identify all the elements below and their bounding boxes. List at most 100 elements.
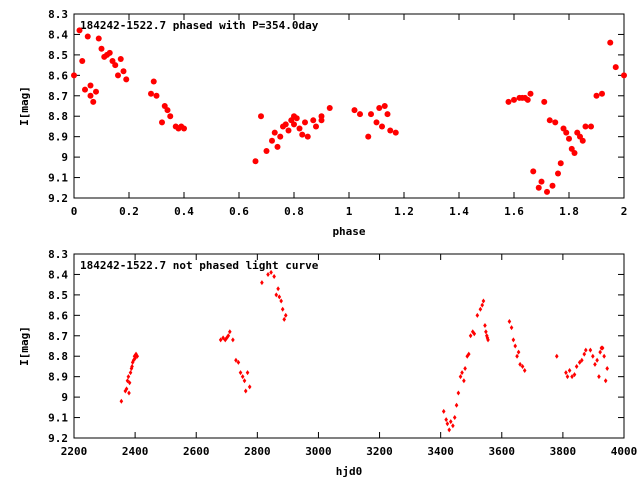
x-tick-label: 1.8 bbox=[559, 205, 579, 218]
data-point bbox=[384, 111, 391, 118]
data-point bbox=[462, 378, 466, 384]
data-point bbox=[120, 68, 127, 75]
data-point bbox=[509, 325, 514, 331]
data-point bbox=[274, 143, 281, 150]
data-point bbox=[128, 370, 133, 376]
data-point bbox=[368, 111, 374, 118]
x-tick-label: 0.2 bbox=[119, 205, 139, 218]
data-point bbox=[572, 372, 577, 378]
data-point bbox=[466, 351, 471, 357]
data-point bbox=[563, 129, 570, 136]
data-point bbox=[452, 415, 457, 421]
data-point bbox=[597, 374, 601, 380]
data-point bbox=[480, 302, 485, 308]
y-tick-label: 8.7 bbox=[48, 90, 68, 103]
data-point bbox=[130, 363, 134, 369]
y-tick-label: 8.5 bbox=[48, 289, 68, 302]
data-point bbox=[621, 72, 627, 79]
x-tick-label: 0.6 bbox=[229, 205, 249, 218]
data-point bbox=[242, 378, 247, 384]
data-point bbox=[164, 107, 171, 114]
data-point bbox=[277, 133, 284, 140]
data-point bbox=[392, 129, 399, 136]
data-point bbox=[460, 370, 464, 376]
y-tick-label: 9.2 bbox=[48, 432, 68, 445]
data-point bbox=[112, 62, 119, 69]
data-point bbox=[276, 286, 280, 292]
y-tick-label: 8.9 bbox=[48, 131, 68, 144]
data-point bbox=[584, 347, 588, 353]
data-point bbox=[381, 103, 388, 109]
data-point bbox=[310, 117, 317, 124]
data-point bbox=[148, 90, 154, 97]
data-point bbox=[472, 331, 477, 337]
data-point bbox=[463, 365, 467, 371]
data-point bbox=[365, 133, 372, 140]
x-axis-label: phase bbox=[332, 225, 365, 238]
data-point bbox=[595, 357, 599, 363]
data-point bbox=[302, 119, 308, 126]
y-tick-label: 8.6 bbox=[48, 309, 68, 322]
y-tick-label: 8.6 bbox=[48, 69, 68, 82]
data-point bbox=[131, 357, 136, 363]
data-point bbox=[570, 374, 574, 380]
data-point bbox=[277, 294, 282, 300]
y-tick-label: 8.8 bbox=[48, 110, 68, 123]
x-tick-label: 0.8 bbox=[284, 205, 304, 218]
data-point bbox=[444, 417, 448, 423]
data-point bbox=[566, 135, 572, 142]
data-point bbox=[269, 269, 273, 275]
data-point bbox=[448, 419, 453, 425]
data-point bbox=[520, 363, 525, 369]
y-tick-label: 9.1 bbox=[48, 412, 68, 425]
data-point bbox=[95, 35, 102, 42]
x-tick-label: 3200 bbox=[366, 445, 393, 458]
data-point bbox=[127, 390, 131, 396]
data-point bbox=[283, 312, 288, 318]
y-tick-label: 9 bbox=[61, 391, 68, 404]
data-point bbox=[571, 150, 578, 157]
data-point bbox=[134, 351, 138, 357]
data-point bbox=[513, 343, 518, 349]
data-point bbox=[605, 365, 609, 371]
data-point bbox=[447, 427, 452, 433]
data-point bbox=[296, 125, 303, 132]
data-point bbox=[90, 98, 97, 105]
data-point bbox=[93, 88, 99, 95]
y-tick-label: 8.7 bbox=[48, 330, 68, 343]
data-point bbox=[445, 421, 450, 427]
data-point bbox=[441, 408, 446, 414]
data-point bbox=[218, 337, 223, 343]
y-tick-label: 8.9 bbox=[48, 371, 68, 384]
data-point bbox=[272, 273, 276, 279]
x-tick-label: 2 bbox=[621, 205, 628, 218]
axis-ticks: 2200 2400 2600 2800 3000 3200 3400 3600 3800 4000… bbox=[48, 248, 637, 458]
data-point bbox=[243, 388, 248, 394]
data-point bbox=[238, 370, 243, 376]
data-point bbox=[119, 398, 124, 404]
data-point bbox=[247, 384, 252, 390]
data-point bbox=[224, 335, 229, 341]
x-axis-label: hjd0 bbox=[336, 465, 363, 478]
data-point bbox=[379, 123, 385, 130]
data-point bbox=[567, 368, 572, 374]
data-point bbox=[150, 78, 157, 85]
data-point bbox=[299, 131, 306, 138]
data-point bbox=[607, 39, 614, 46]
x-tick-label: 2800 bbox=[244, 445, 271, 458]
phased-light-curve-panel: 184242-1522.7 phased with P=354.0day pha… bbox=[18, 8, 627, 238]
data-point bbox=[554, 353, 559, 359]
data-point bbox=[181, 125, 187, 132]
x-tick-label: 0.4 bbox=[174, 205, 194, 218]
y-tick-label: 9 bbox=[61, 151, 68, 164]
data-point bbox=[269, 137, 275, 144]
data-point bbox=[511, 337, 516, 343]
data-point bbox=[485, 335, 490, 341]
data-point bbox=[564, 370, 568, 376]
data-point bbox=[541, 98, 548, 105]
data-point bbox=[591, 353, 595, 359]
data-point bbox=[579, 137, 586, 144]
data-point bbox=[507, 318, 512, 324]
data-point bbox=[557, 160, 564, 167]
data-point bbox=[599, 90, 605, 97]
